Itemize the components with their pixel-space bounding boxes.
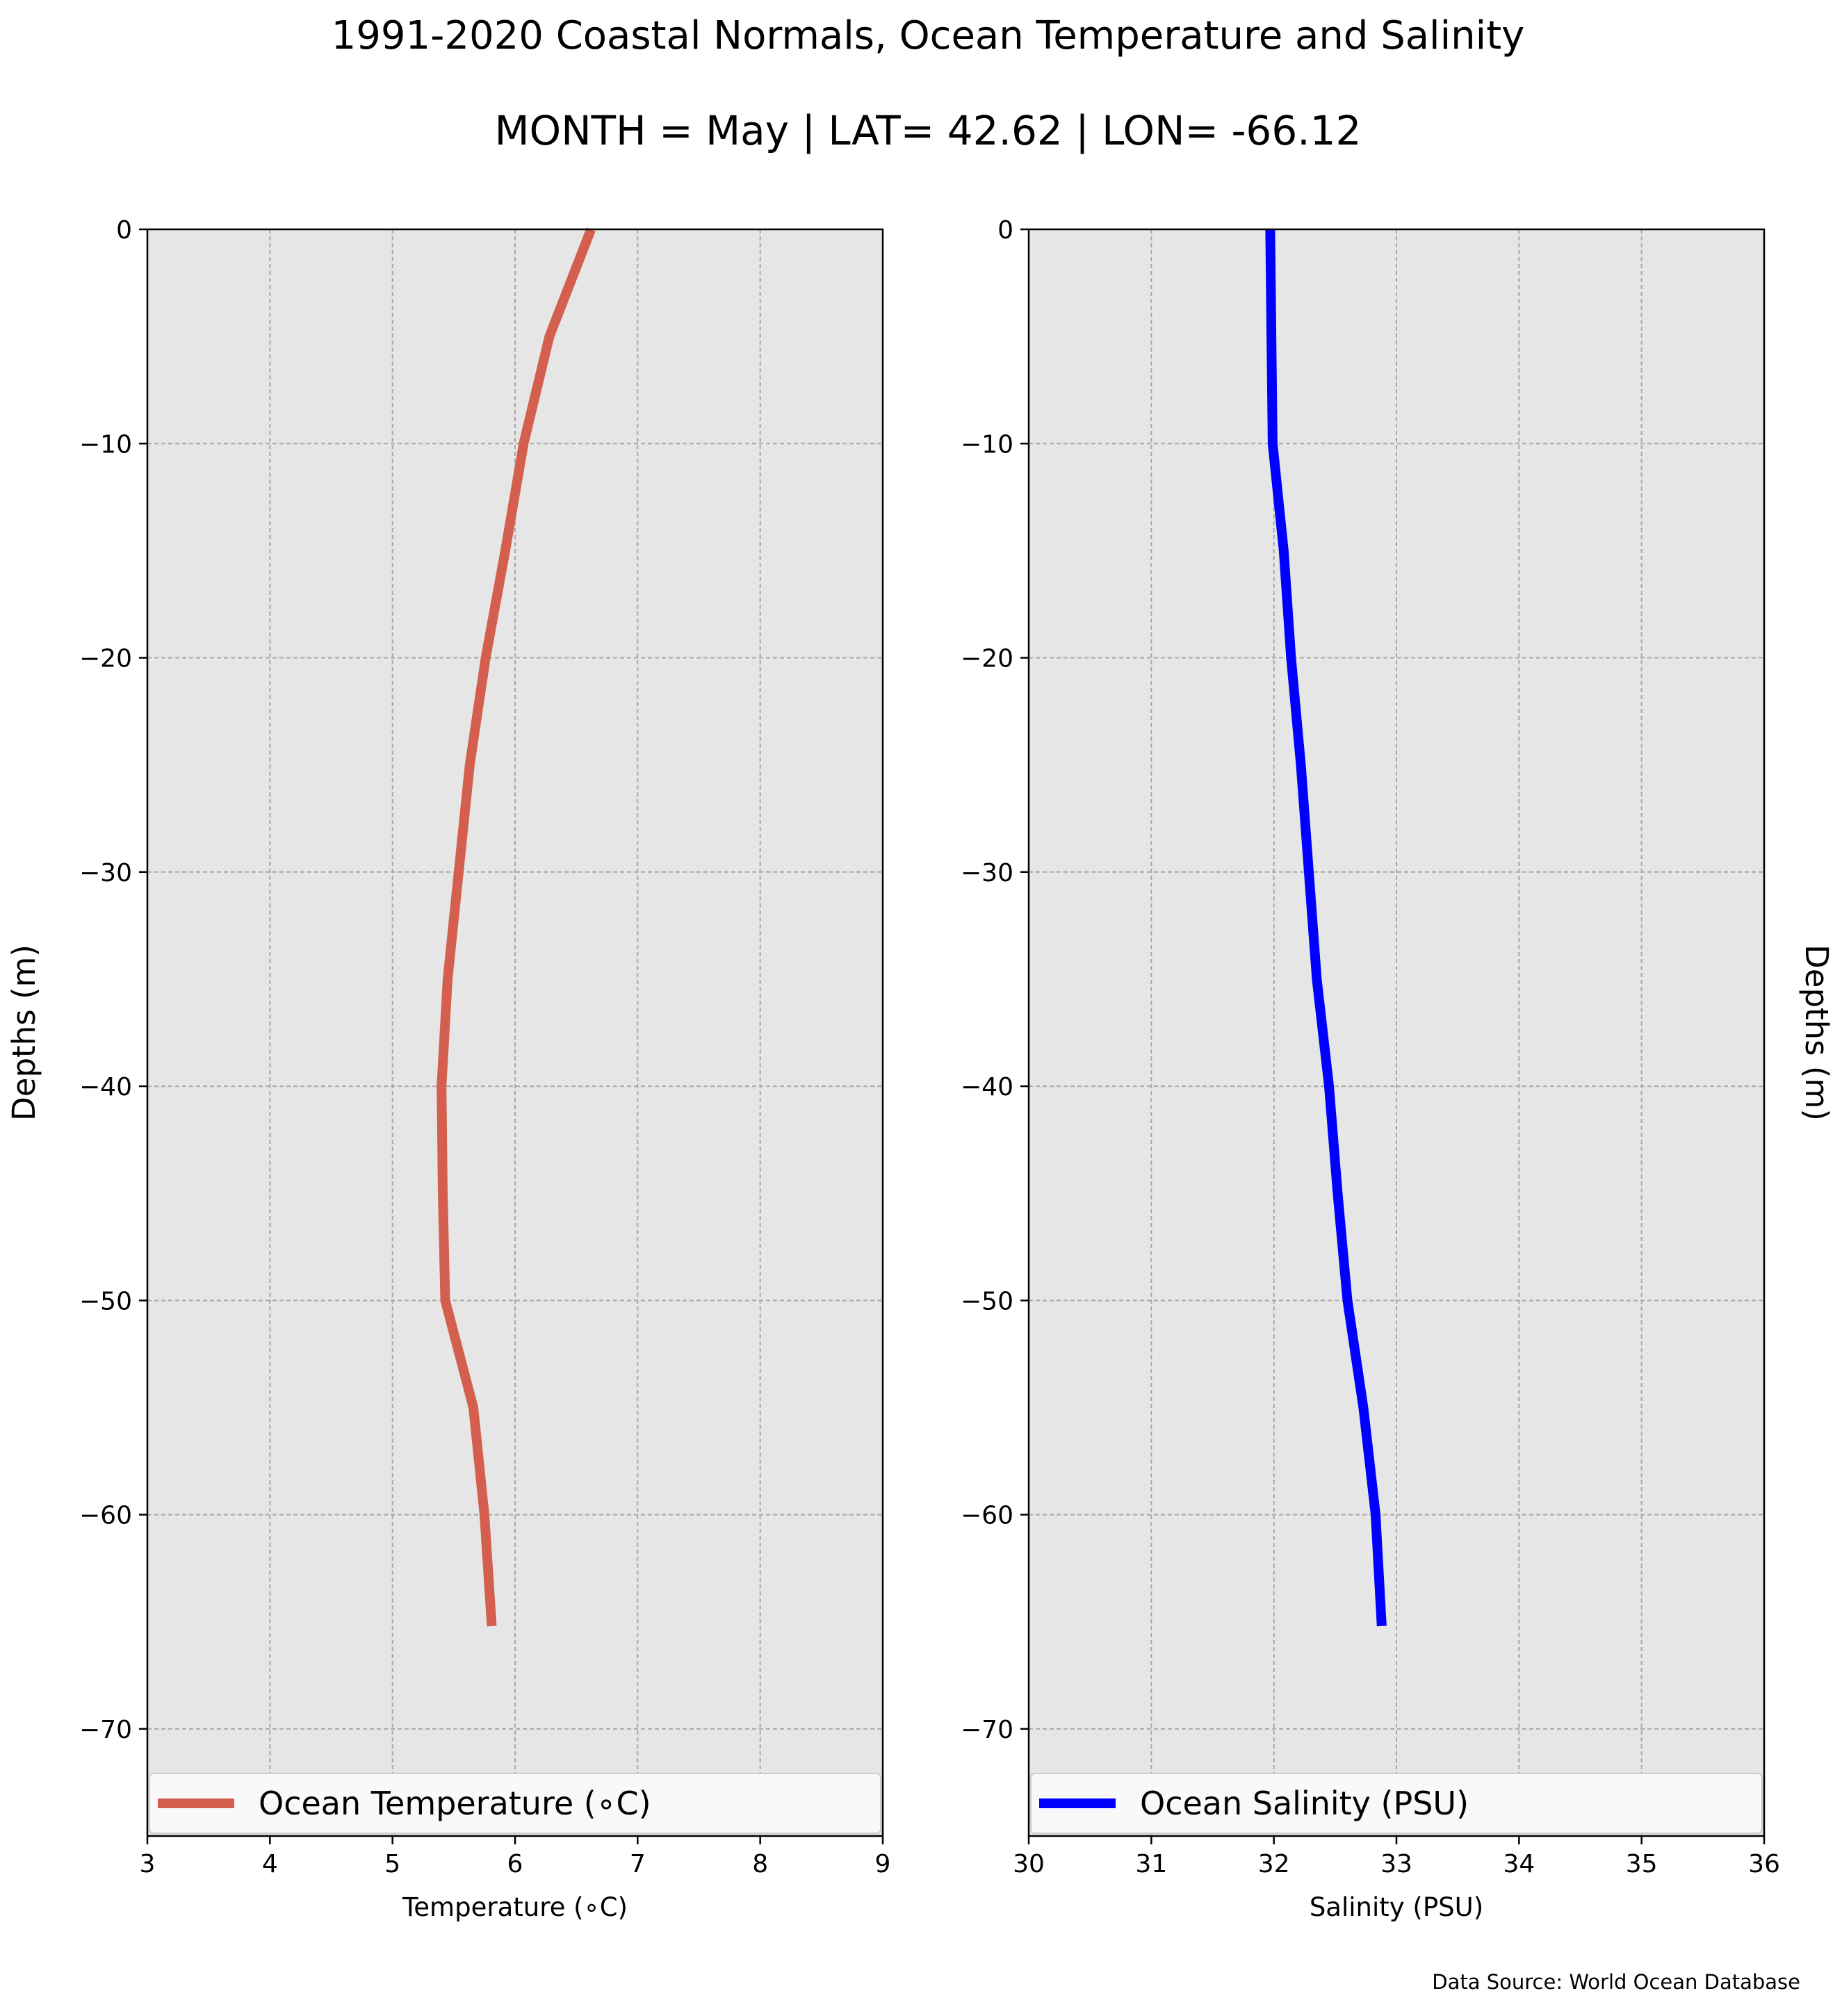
salinity-legend-label: Ocean Salinity (PSU) [1140,1785,1469,1822]
salinity-ytick-label: −20 [961,645,1013,673]
temperature-series-line [437,227,596,1627]
temperature-ytick-label: −10 [79,430,132,459]
salinity-xtick-label: 31 [1135,1850,1167,1878]
temperature-plot: 3 4 5 6 7 8 9 0 −10 −20 −30 −40 −50 −60 −70 Temperature… [6,216,890,1922]
salinity-series-line [1265,229,1387,1627]
salinity-ytick-label: −70 [961,1716,1013,1744]
salinity-xtick-label: 35 [1626,1850,1658,1878]
temperature-legend-box [149,1773,881,1834]
salinity-xtick-label: 36 [1748,1850,1780,1878]
salinity-y-axis-label: Depths (m) [1798,944,1835,1121]
temperature-y-axis-label: Depths (m) [6,944,42,1121]
salinity-ytick-label: 0 [997,216,1013,245]
salinity-xtick-label: 33 [1380,1850,1412,1878]
salinity-ytick-label: −10 [961,430,1013,459]
temperature-xtick-label: 7 [630,1850,646,1878]
temperature-ytick-label: −40 [79,1073,132,1101]
salinity-xtick-label: 34 [1503,1850,1535,1878]
temperature-ytick-label: −60 [79,1502,132,1530]
salinity-legend-box [1030,1773,1763,1834]
salinity-ytick-label: −30 [961,859,1013,887]
temperature-xtick-label: 3 [140,1850,156,1878]
temperature-x-axis-label: Temperature (∘C) [402,1892,628,1922]
temperature-xtick-label: 6 [507,1850,523,1878]
salinity-ytick-label: −40 [961,1073,1013,1101]
salinity-xtick-label: 30 [1013,1850,1045,1878]
salinity-plot: 30 31 32 33 34 35 36 0 −10 −20 −30 −40 −50 −60 −70 Sali… [961,216,1835,1922]
temperature-ytick-label: 0 [116,216,132,245]
salinity-xtick-label: 32 [1258,1850,1290,1878]
temperature-xtick-label: 8 [752,1850,768,1878]
temperature-xtick-label: 9 [875,1850,891,1878]
data-source-note: Data Source: World Ocean Database [1432,1970,1800,1994]
figure-subtitle: MONTH = May | LAT= 42.62 | LON= -66.12 [495,107,1362,154]
salinity-ytick-label: −60 [961,1502,1013,1530]
temperature-xtick-label: 5 [384,1850,400,1878]
temperature-ytick-label: −70 [79,1716,132,1744]
temperature-legend-label: Ocean Temperature (∘C) [259,1785,651,1822]
temperature-ytick-label: −50 [79,1287,132,1316]
salinity-x-axis-label: Salinity (PSU) [1310,1892,1483,1922]
salinity-ytick-label: −50 [961,1287,1013,1316]
temperature-xtick-label: 4 [262,1850,278,1878]
figure-title: 1991-2020 Coastal Normals, Ocean Tempera… [332,13,1525,58]
temperature-ytick-label: −30 [79,859,132,887]
temperature-ytick-label: −20 [79,645,132,673]
